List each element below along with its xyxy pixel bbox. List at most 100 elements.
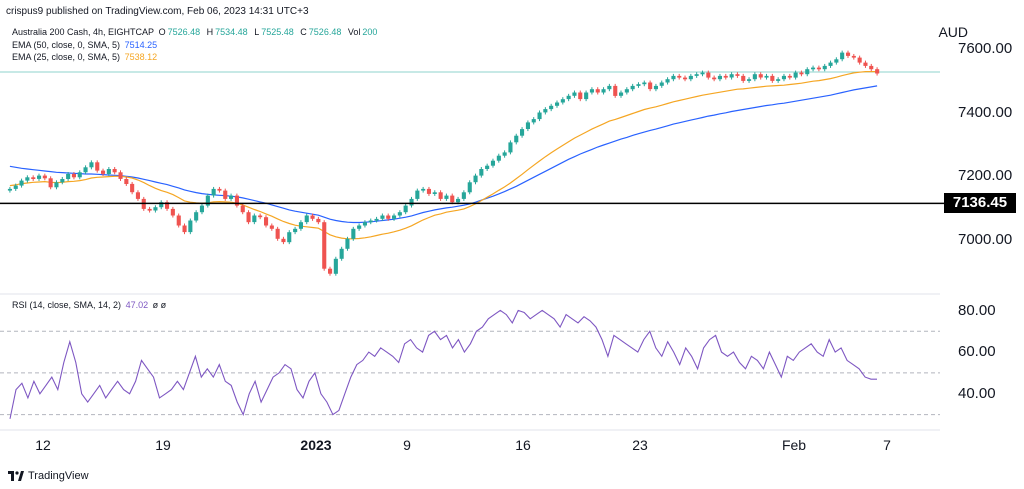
candle-body bbox=[700, 72, 705, 75]
candle-body bbox=[240, 205, 245, 213]
candle-body bbox=[869, 65, 874, 70]
candle bbox=[298, 220, 303, 231]
price-tick: 7400.00 bbox=[958, 104, 1013, 121]
candle bbox=[665, 77, 670, 85]
candle-body bbox=[264, 217, 269, 226]
candle-body bbox=[857, 57, 862, 63]
candle-body bbox=[549, 105, 554, 110]
legend-ema25[interactable]: EMA (25, close, 0, SMA, 5) 7538.12 bbox=[12, 52, 159, 62]
candle bbox=[176, 213, 181, 228]
candle-body bbox=[357, 225, 362, 229]
candle-body bbox=[776, 79, 781, 81]
ema25-value: 7538.12 bbox=[124, 52, 158, 62]
candle bbox=[584, 90, 589, 102]
candle bbox=[520, 127, 525, 138]
candle-body bbox=[805, 69, 810, 75]
candle-body bbox=[95, 162, 100, 171]
candle-body bbox=[875, 69, 880, 74]
candle-body bbox=[648, 82, 653, 90]
candle bbox=[165, 200, 170, 211]
candle bbox=[543, 107, 548, 115]
candle-body bbox=[374, 218, 379, 221]
candle-body bbox=[211, 188, 216, 196]
rsi-tick: 40.00 bbox=[958, 385, 996, 402]
candle bbox=[147, 206, 152, 213]
candle bbox=[66, 171, 71, 181]
candle bbox=[752, 72, 757, 82]
candle bbox=[840, 50, 845, 62]
x-axis-label: 2023 bbox=[300, 437, 332, 453]
candle bbox=[653, 83, 658, 92]
rsi-legend[interactable]: RSI (14, close, SMA, 14, 2) 47.02 ø ø bbox=[12, 300, 168, 310]
publisher-header: crispus9 published on TradingView.com, F… bbox=[6, 6, 309, 17]
ohlc-vol: Vol 200 bbox=[347, 27, 378, 37]
candle bbox=[31, 175, 36, 181]
candle-body bbox=[578, 92, 583, 100]
candle-body bbox=[508, 142, 513, 153]
candle-body bbox=[281, 238, 286, 243]
candle-body bbox=[595, 89, 600, 93]
candle-body bbox=[403, 205, 408, 213]
candle bbox=[293, 226, 298, 235]
candle-body bbox=[799, 72, 804, 75]
candle-body bbox=[130, 183, 135, 193]
candle-body bbox=[723, 75, 728, 78]
x-axis-label: Feb bbox=[781, 437, 807, 453]
candle-body bbox=[834, 59, 839, 63]
candle bbox=[380, 213, 385, 221]
candle bbox=[659, 80, 664, 88]
candle bbox=[403, 203, 408, 215]
rsi-tick: 80.00 bbox=[958, 302, 996, 319]
candle bbox=[159, 200, 164, 210]
candle-body bbox=[275, 228, 280, 239]
candle-body bbox=[147, 208, 152, 211]
candle-body bbox=[83, 167, 88, 173]
candle-body bbox=[199, 205, 204, 213]
ema25-line bbox=[9, 71, 878, 240]
candle-body bbox=[589, 89, 594, 93]
candle-body bbox=[135, 192, 140, 199]
candle-body bbox=[729, 74, 734, 78]
candle-body bbox=[112, 169, 117, 173]
ohlc-o: O 7526.48 bbox=[158, 27, 201, 37]
candle-body bbox=[415, 190, 420, 199]
candle bbox=[19, 178, 24, 188]
candle bbox=[595, 87, 600, 95]
candle-body bbox=[7, 188, 12, 191]
rsi-tick: 60.00 bbox=[958, 343, 996, 360]
candle-body bbox=[665, 79, 670, 83]
candle-body bbox=[54, 182, 59, 188]
candle-body bbox=[159, 202, 164, 208]
candle bbox=[828, 60, 833, 68]
candle bbox=[741, 73, 746, 83]
candle bbox=[374, 216, 379, 223]
candle bbox=[339, 246, 344, 261]
candle-body bbox=[444, 195, 449, 199]
candle-body bbox=[392, 215, 397, 219]
candle bbox=[362, 220, 367, 228]
candle bbox=[130, 181, 135, 195]
candle-body bbox=[252, 215, 257, 223]
candle bbox=[252, 213, 257, 225]
candle bbox=[770, 73, 775, 83]
footer-brand-text: TradingView bbox=[28, 470, 89, 482]
legend-ema50[interactable]: EMA (50, close, 0, SMA, 5) 7514.25 bbox=[12, 40, 159, 50]
candle-body bbox=[712, 77, 717, 80]
candle bbox=[281, 236, 286, 245]
candle bbox=[89, 160, 94, 170]
candle bbox=[112, 166, 117, 175]
candle-body bbox=[333, 258, 338, 274]
candle-body bbox=[48, 178, 53, 188]
candle bbox=[648, 80, 653, 92]
candle bbox=[822, 63, 827, 72]
footer-brand[interactable]: TradingView bbox=[8, 470, 89, 482]
candle bbox=[54, 180, 59, 190]
candle-body bbox=[31, 177, 36, 179]
candle-body bbox=[234, 195, 239, 206]
horizontal-line-price-label[interactable]: 7136.45 bbox=[944, 193, 1016, 214]
candle-body bbox=[223, 190, 228, 199]
candle-body bbox=[345, 238, 350, 249]
candle-body bbox=[683, 77, 688, 80]
candle bbox=[304, 213, 309, 225]
